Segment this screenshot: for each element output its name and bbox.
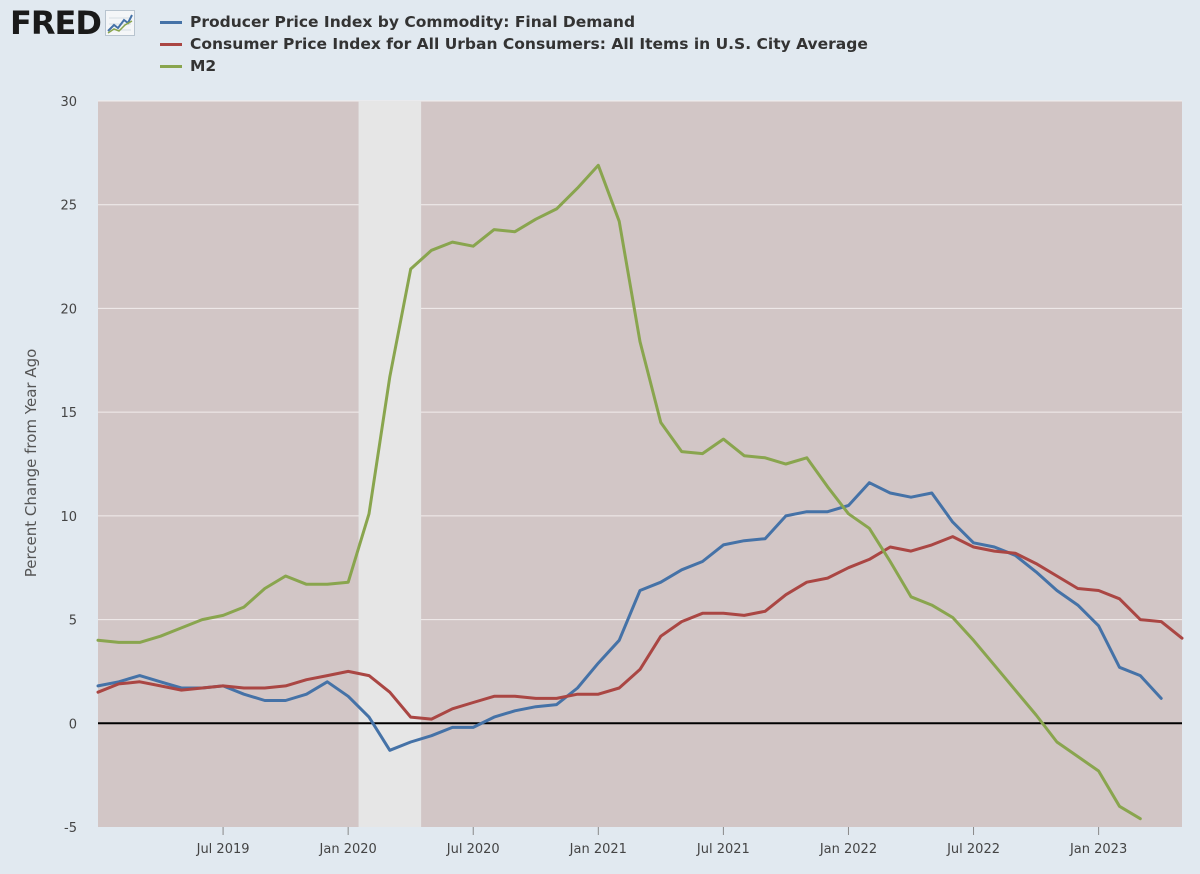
fred-logo-text: FRED — [10, 4, 102, 42]
chart-legend: Producer Price Index by Commodity: Final… — [160, 11, 868, 77]
trend-chart-icon — [104, 10, 135, 36]
x-tick-label: Jul 2022 — [946, 842, 1000, 857]
legend-label-cpi: Consumer Price Index for All Urban Consu… — [190, 35, 868, 53]
y-tick-label: 15 — [60, 406, 77, 421]
series-line-2[interactable] — [96, 163, 1142, 821]
y-tick-label: 20 — [60, 302, 77, 317]
legend-swatch-m2 — [160, 64, 182, 68]
legend-item-ppi[interactable]: Producer Price Index by Commodity: Final… — [160, 11, 868, 33]
y-tick-label: 25 — [60, 199, 77, 214]
y-axis-title: Percent Change from Year Ago — [22, 349, 40, 578]
y-tick-label: 30 — [60, 95, 77, 110]
legend-item-cpi[interactable]: Consumer Price Index for All Urban Consu… — [160, 33, 868, 55]
legend-item-m2[interactable]: M2 — [160, 55, 868, 77]
x-tick-label: Jul 2019 — [196, 842, 250, 857]
legend-swatch-ppi — [160, 20, 182, 24]
legend-swatch-cpi — [160, 42, 182, 46]
y-tick-label: -5 — [64, 821, 77, 836]
plot-area — [98, 101, 1182, 827]
legend-label-ppi: Producer Price Index by Commodity: Final… — [190, 13, 636, 31]
x-tick-label: Jul 2020 — [446, 842, 500, 857]
series-line-0[interactable] — [96, 481, 1163, 752]
y-tick-label: 0 — [69, 717, 77, 732]
y-tick-label: 10 — [60, 510, 77, 525]
series-line-1[interactable] — [96, 535, 1184, 721]
x-tick-label: Jan 2021 — [569, 842, 627, 857]
x-tick-label: Jan 2023 — [1069, 842, 1127, 857]
x-tick-label: Jan 2020 — [319, 842, 377, 857]
x-tick-label: Jul 2021 — [696, 842, 750, 857]
fred-logo[interactable]: FRED — [10, 4, 135, 42]
y-tick-label: 5 — [69, 614, 77, 629]
x-tick-label: Jan 2022 — [819, 842, 877, 857]
recession-shading — [358, 101, 422, 827]
legend-label-m2: M2 — [190, 57, 217, 75]
